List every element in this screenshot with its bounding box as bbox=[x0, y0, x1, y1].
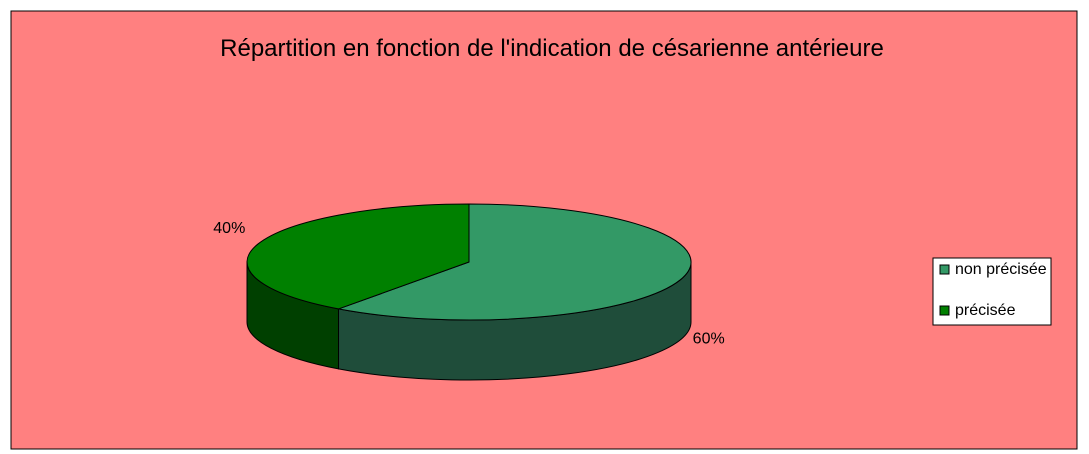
chart-title: Répartition en fonction de l'indication … bbox=[220, 35, 884, 62]
legend-label: non précisée bbox=[955, 261, 1047, 278]
legend-label: précisée bbox=[955, 302, 1016, 319]
data-label: 40% bbox=[213, 220, 245, 237]
data-label: 60% bbox=[693, 330, 725, 347]
pie-slice bbox=[336, 203, 692, 321]
pie-slice bbox=[246, 203, 470, 310]
legend-swatch bbox=[939, 264, 950, 275]
legend-swatch bbox=[939, 305, 950, 316]
legend-box bbox=[932, 257, 1052, 326]
